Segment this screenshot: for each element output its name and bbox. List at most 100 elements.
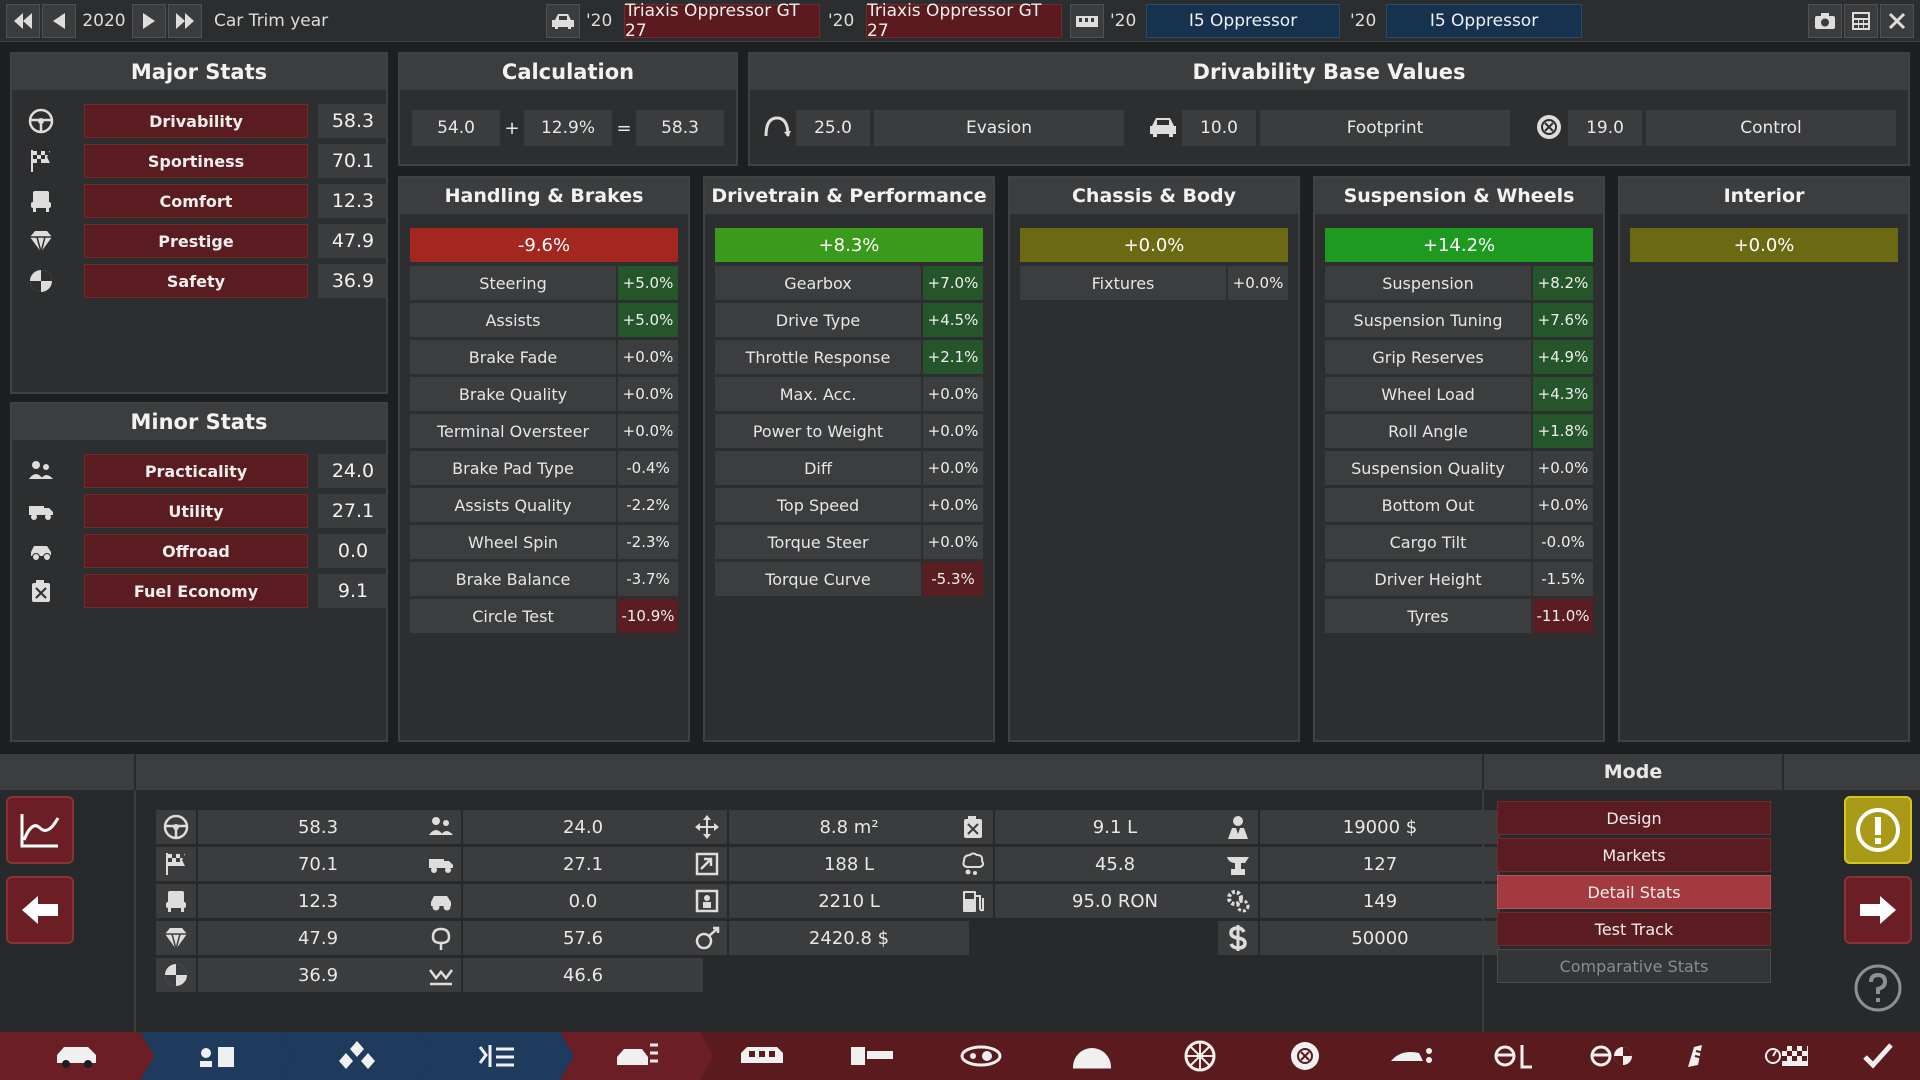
practicality-value: 24.0 <box>318 454 388 488</box>
summary-comfort: 12.3 <box>156 884 438 918</box>
category-row-label: Assists Quality <box>410 488 616 522</box>
engine-selector-button[interactable] <box>1070 4 1104 38</box>
service-cost-icon <box>687 921 727 955</box>
prestige-button[interactable]: Prestige <box>84 224 308 258</box>
category-row: Power to Weight +0.0% <box>715 414 983 448</box>
stat-row-safety: Safety 36.9 <box>22 264 392 298</box>
sportiness-value: 70.1 <box>318 144 388 178</box>
offroad-icon <box>421 884 461 918</box>
year-next-button[interactable] <box>132 4 166 38</box>
category-title: Interior <box>1620 178 1908 214</box>
comfort-button[interactable]: Comfort <box>84 184 308 218</box>
year-prev-button[interactable] <box>42 4 76 38</box>
nav-engine-tune-button[interactable] <box>420 1032 574 1080</box>
back-button[interactable] <box>6 876 74 944</box>
category-row: Terminal Oversteer +0.0% <box>410 414 678 448</box>
car-side-icon <box>54 1039 100 1073</box>
chart-view-button[interactable] <box>6 796 74 864</box>
summary-value: 149 <box>1260 884 1500 918</box>
bottom-header-right <box>1784 754 1920 790</box>
engine-block-icon <box>334 1039 380 1073</box>
category-row: Cargo Tilt -0.0% <box>1325 525 1593 559</box>
summary-fuel-economy: 9.1 L <box>953 810 1235 844</box>
nav-finish-button[interactable] <box>1835 1032 1920 1080</box>
nav-car-trim-button[interactable] <box>560 1032 714 1080</box>
nav-brakes-button[interactable] <box>1245 1032 1364 1080</box>
checkmark-icon <box>1855 1039 1901 1073</box>
category-row-label: Suspension Quality <box>1325 451 1531 485</box>
summary-price: 50000 <box>1218 921 1500 955</box>
aero-icon <box>1389 1039 1435 1073</box>
mode-test-track-button[interactable]: Test Track <box>1497 912 1771 946</box>
offroad-button[interactable]: Offroad <box>84 534 308 568</box>
mode-comparative-stats-button[interactable]: Comparative Stats <box>1497 949 1771 983</box>
drivability-button[interactable]: Drivability <box>84 104 308 138</box>
nav-testing-button[interactable] <box>1655 1032 1739 1080</box>
mode-detail-stats-button[interactable]: Detail Stats <box>1497 875 1771 909</box>
chevron-left-icon <box>53 13 65 29</box>
nav-aero-button[interactable] <box>1350 1032 1474 1080</box>
summary-value: 57.6 <box>463 921 703 955</box>
mode-markets-button[interactable]: Markets <box>1497 838 1771 872</box>
category-row-value: +8.2% <box>1533 266 1593 300</box>
summary-utility: 27.1 <box>421 847 703 881</box>
nav-lights-button[interactable] <box>920 1032 1044 1080</box>
summary-value: 45.8 <box>995 847 1235 881</box>
category-row-label: Diff <box>715 451 921 485</box>
forward-button[interactable] <box>1844 876 1912 944</box>
category-row: Circle Test -10.9% <box>410 599 678 633</box>
warning-button[interactable] <box>1844 796 1912 864</box>
nav-engine-design-button[interactable] <box>280 1032 434 1080</box>
close-button[interactable] <box>1880 4 1914 38</box>
nav-interior-button[interactable] <box>810 1032 934 1080</box>
engine-icon <box>1075 13 1099 29</box>
car-tab-2[interactable]: Triaxis Oppressor GT 27 <box>866 1 1062 41</box>
nav-fixtures-button[interactable] <box>700 1032 824 1080</box>
evasion-value: 25.0 <box>796 110 870 146</box>
summary-fuel-octane: 95.0 RON <box>953 884 1235 918</box>
safety-icon <box>156 958 196 992</box>
stat-row-fuel-economy: Fuel Economy 9.1 <box>22 574 392 608</box>
control-icon <box>1534 112 1564 142</box>
drivetrain-icon <box>1492 1039 1538 1073</box>
engine-tab-2[interactable]: I5 Oppressor <box>1386 4 1582 38</box>
mode-design-button[interactable]: Design <box>1497 801 1771 835</box>
category-row-label: Suspension Tuning <box>1325 303 1531 337</box>
nav-handling-button[interactable] <box>1555 1032 1669 1080</box>
year-first-button[interactable] <box>6 4 40 38</box>
calculator-button[interactable] <box>1844 4 1878 38</box>
nav-drivetrain-button[interactable] <box>1460 1032 1569 1080</box>
car-icon <box>551 12 575 30</box>
bottom-header-left <box>0 754 134 790</box>
category-row-label: Drive Type <box>715 303 921 337</box>
screenshot-button[interactable] <box>1808 4 1842 38</box>
cargo-icon <box>687 884 727 918</box>
category-row-value: +7.0% <box>923 266 983 300</box>
safety-button[interactable]: Safety <box>84 264 308 298</box>
comfort-value: 12.3 <box>318 184 388 218</box>
help-button[interactable] <box>1850 960 1906 1016</box>
engine-tab-1[interactable]: I5 Oppressor <box>1146 4 1340 38</box>
nav-suspension-button[interactable] <box>1030 1032 1154 1080</box>
category-row-label: Driver Height <box>1325 562 1531 596</box>
year-last-button[interactable] <box>168 4 202 38</box>
summary-emissions: 45.8 <box>953 847 1235 881</box>
summary-safety: 36.9 <box>156 958 438 992</box>
summary-value: 0.0 <box>463 884 703 918</box>
car-selector-button[interactable] <box>546 4 580 38</box>
testing-icon <box>1674 1039 1720 1073</box>
summary-value: 19000 $ <box>1260 810 1500 844</box>
sportiness-button[interactable]: Sportiness <box>84 144 308 178</box>
category-row-value: -1.5% <box>1533 562 1593 596</box>
nav-car-body-button[interactable] <box>0 1032 154 1080</box>
car-tab-1[interactable]: Triaxis Oppressor GT 27 <box>624 1 820 41</box>
nav-wheels-button[interactable] <box>1140 1032 1259 1080</box>
interior-icon <box>849 1039 895 1073</box>
practicality-button[interactable]: Practicality <box>84 454 308 488</box>
category-row-label: Tyres <box>1325 599 1531 633</box>
fuel-economy-button[interactable]: Fuel Economy <box>84 574 308 608</box>
calc-modifier-value: 12.9% <box>524 110 612 146</box>
nav-engine-family-button[interactable] <box>140 1032 294 1080</box>
nav-race-button[interactable] <box>1725 1032 1849 1080</box>
utility-button[interactable]: Utility <box>84 494 308 528</box>
